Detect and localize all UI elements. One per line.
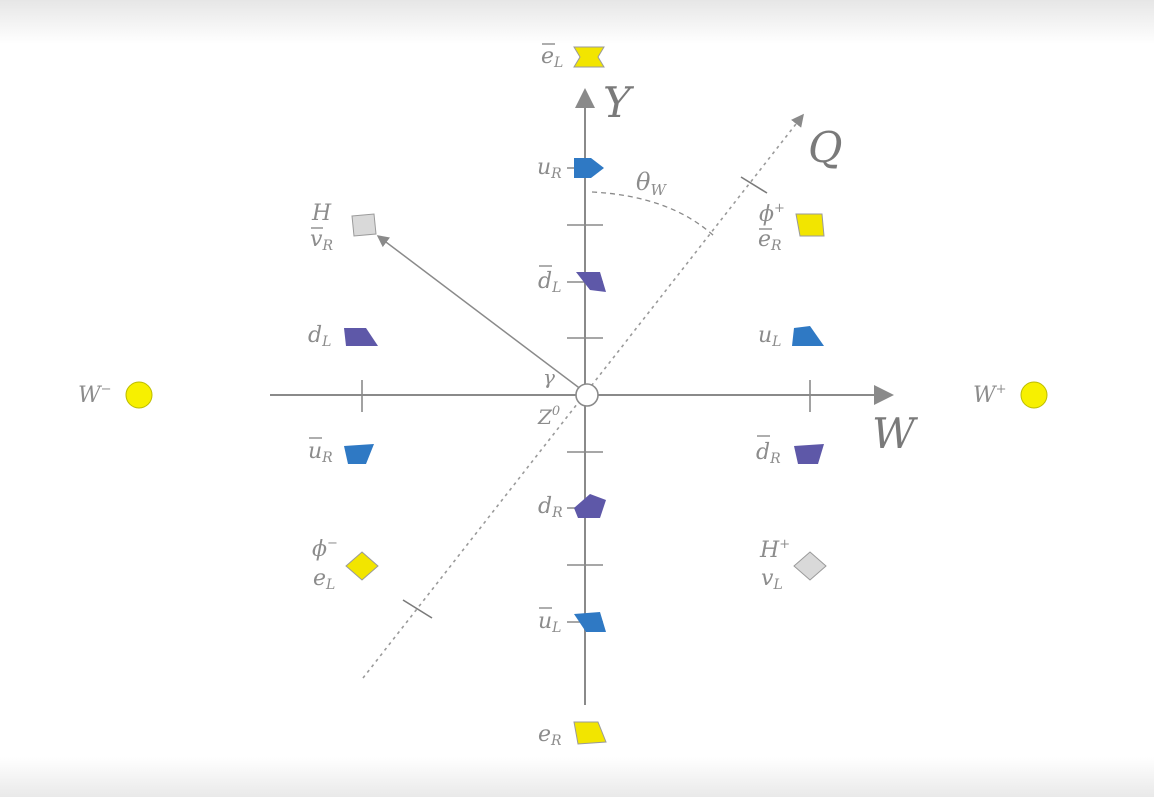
w-plus-circle [1020, 381, 1048, 409]
uL-shape [792, 326, 824, 346]
eR-shape [573, 721, 607, 745]
q-axis-label: Q [808, 123, 842, 172]
w-plus-label: W+ [973, 382, 1007, 408]
w-axis-ticks [361, 380, 811, 412]
theta-w-label: θW [636, 168, 667, 199]
uR-shape [574, 158, 604, 178]
origin-circle [575, 383, 599, 407]
dR-shape [574, 494, 606, 518]
dR-bar-shape [794, 444, 824, 464]
higgs-plus-label: H+ [759, 537, 790, 563]
y-axis-label: Y [603, 78, 635, 127]
higgs-vector-arrow [376, 235, 583, 391]
w-minus-circle [125, 381, 153, 409]
w-axis-label: W [872, 409, 919, 458]
dL-shape [344, 328, 378, 346]
eR-bar-label: eR [758, 227, 782, 254]
w-minus-label: W− [78, 382, 112, 408]
higgs-plus-shape [793, 551, 827, 581]
nuR-bar-label: vR [310, 227, 333, 254]
theta-arc [591, 191, 715, 237]
top-shade [0, 0, 1154, 44]
uR-label: uR [537, 155, 562, 182]
dR-bar-label: dR [756, 440, 781, 467]
phi-plus-label: ϕ+ [759, 201, 785, 227]
uL-bar-shape [574, 612, 606, 632]
phi-plus-shape [795, 213, 825, 237]
dR-label: dR [538, 494, 563, 521]
higgs-label: H [311, 201, 332, 226]
phi-minus-shape [345, 551, 379, 581]
q-axis-ticks [402, 176, 768, 619]
dL-bar-shape [576, 272, 606, 292]
phi-minus-label: ϕ− [312, 536, 338, 562]
nuL-label: vL [761, 566, 783, 593]
uL-bar-label: uL [538, 609, 561, 636]
dL-bar-label: dL [538, 269, 561, 296]
dL-label: dL [308, 323, 331, 350]
eL-bar-label: eL [541, 44, 563, 71]
uL-label: uL [758, 323, 781, 350]
eR-label: eR [538, 722, 562, 749]
uR-bar-label: uR [308, 439, 333, 466]
higgs-shape [351, 213, 377, 237]
bottom-shade [0, 757, 1154, 797]
eL-label: eL [313, 566, 335, 593]
eL-bar-shape [573, 46, 605, 68]
z0-label: Z0 [537, 404, 560, 429]
gamma-label: γ [543, 365, 555, 389]
uR-bar-shape [344, 444, 374, 464]
